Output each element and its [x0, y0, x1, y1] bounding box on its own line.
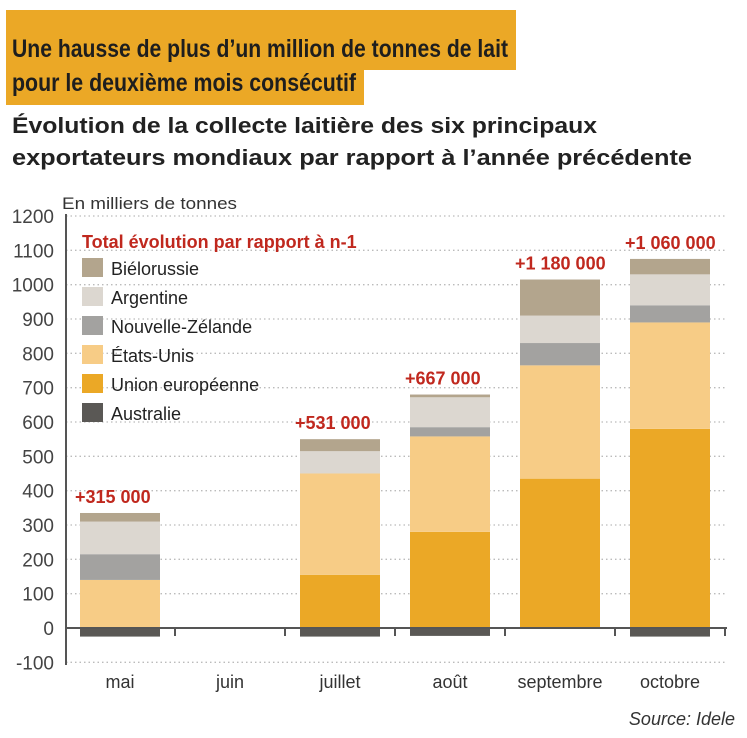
bar-segment-États-Unis [520, 365, 600, 479]
source-note: Source: Idele [629, 709, 735, 729]
bar-segment-États-Unis [630, 322, 710, 429]
bar-segment-Biélorussie [630, 258, 710, 275]
y-tick-label: 800 [22, 344, 54, 365]
y-tick-label: 300 [22, 516, 54, 537]
legend-swatch [82, 316, 103, 335]
legend-swatch [82, 374, 103, 393]
legend-item: Nouvelle-Zélande [111, 317, 252, 337]
total-label: +1 060 000 [625, 233, 716, 253]
title-highlight-2 [6, 68, 364, 105]
bar-segment-Argentine [520, 315, 600, 344]
bar-segment-États-Unis [80, 579, 160, 628]
bar-segment-Argentine [80, 521, 160, 555]
legend-item: Australie [111, 404, 181, 424]
legend-item: Union européenne [111, 375, 259, 395]
x-tick-label: octobre [640, 672, 700, 692]
y-tick-label: 0 [43, 619, 54, 640]
bar-segment-Nouvelle-Zélande [410, 427, 490, 437]
total-label: +667 000 [405, 369, 481, 389]
y-tick-label: -100 [16, 653, 54, 674]
chart-title-line-2: pour le deuxième mois consécutif [12, 69, 357, 97]
y-tick-label: 400 [22, 482, 54, 503]
bar-segment-Australie [300, 628, 380, 637]
legend-swatch [82, 258, 103, 277]
legend-swatch [82, 345, 103, 364]
bar-segment-Union européenne [630, 428, 710, 628]
x-tick-label: juillet [318, 672, 360, 692]
bar-segment-États-Unis [300, 473, 380, 575]
y-tick-label: 1000 [12, 276, 54, 297]
bar-segment-Union européenne [300, 574, 380, 628]
bar-segment-États-Unis [410, 436, 490, 532]
bar-segment-Nouvelle-Zélande [520, 343, 600, 366]
x-tick-label: mai [105, 672, 134, 692]
total-label: +315 000 [75, 487, 151, 507]
legend-swatch [82, 287, 103, 306]
bar-segment-Argentine [630, 274, 710, 306]
total-label: +531 000 [295, 413, 371, 433]
bar-segment-Australie [80, 628, 160, 637]
legend-item: États-Unis [111, 346, 194, 366]
y-tick-label: 500 [22, 447, 54, 468]
y-tick-label: 1200 [12, 207, 54, 228]
chart-subtitle-line-2: exportateurs mondiaux par rapport à l’an… [12, 145, 692, 170]
bar-segment-Australie [410, 628, 490, 636]
bar-segment-Argentine [300, 451, 380, 474]
legend-item: Argentine [111, 288, 188, 308]
legend-swatch [82, 403, 103, 422]
legend-item: Biélorussie [111, 259, 199, 279]
y-tick-label: 700 [22, 379, 54, 400]
bar-segment-Nouvelle-Zélande [630, 305, 710, 323]
y-tick-label: 100 [22, 585, 54, 606]
bar-segment-Biélorussie [410, 394, 490, 398]
bar-segment-Biélorussie [80, 512, 160, 522]
legend-title: Total évolution par rapport à n-1 [82, 232, 357, 252]
y-tick-label: 200 [22, 550, 54, 571]
bar-segment-Argentine [410, 397, 490, 428]
bar-segment-Union européenne [520, 478, 600, 628]
x-tick-label: août [432, 672, 467, 692]
chart-subtitle-line-1: Évolution de la collecte laitière des si… [12, 113, 598, 138]
bar-segment-Biélorussie [520, 279, 600, 316]
y-tick-label: 900 [22, 310, 54, 331]
bar-segment-Australie [630, 628, 710, 637]
total-label: +1 180 000 [515, 254, 606, 274]
chart-title-line-1: Une hausse de plus d’un million de tonne… [12, 35, 509, 63]
bar-segment-Biélorussie [300, 439, 380, 452]
x-tick-label: septembre [517, 672, 602, 692]
bar-segment-Union européenne [410, 531, 490, 628]
y-tick-label: 600 [22, 413, 54, 434]
y-tick-label: 1100 [13, 241, 54, 262]
bar-segment-Nouvelle-Zélande [80, 554, 160, 580]
y-axis-label: En milliers de tonnes [62, 194, 237, 213]
x-tick-label: juin [215, 672, 244, 692]
title-highlight-1 [6, 10, 516, 70]
